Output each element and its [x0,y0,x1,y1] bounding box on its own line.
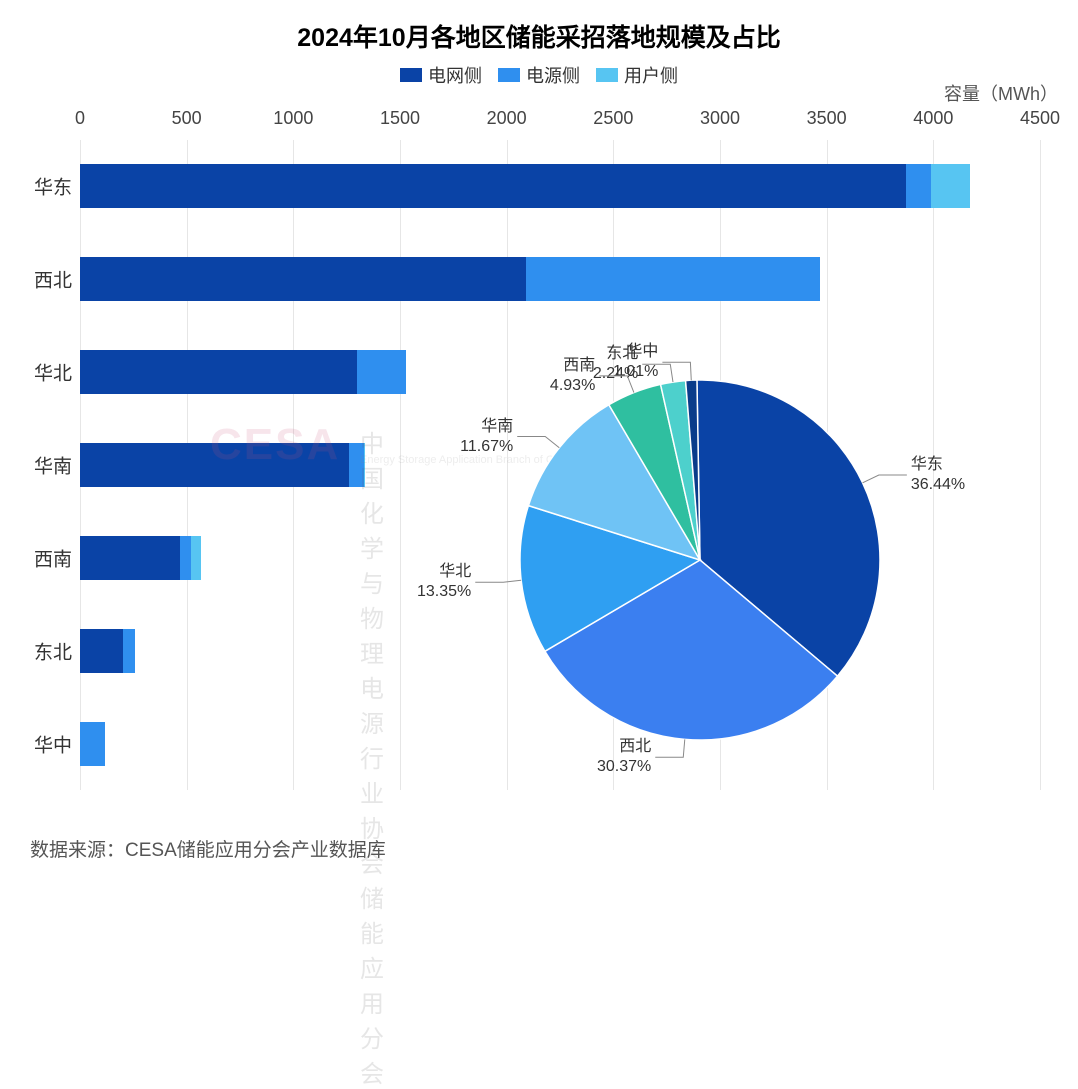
legend-label: 电网侧 [428,62,482,88]
pie-chart [520,380,880,740]
x-tick-label: 1500 [380,108,420,129]
gridline [507,140,508,790]
chart-title: 2024年10月各地区储能采招落地规模及占比 [0,0,1078,54]
bar-segment [364,443,365,487]
x-tick-label: 4000 [913,108,953,129]
bar-segment [80,257,526,301]
gridline [400,140,401,790]
pie-slice-label: 华北13.35% [415,562,471,602]
legend-label: 用户侧 [624,62,678,88]
category-label: 华南 [14,452,72,479]
legend-label: 电源侧 [526,62,580,88]
category-label: 西南 [14,544,72,571]
x-tick-label: 3500 [807,108,847,129]
x-axis: 050010001500200025003000350040004500 [80,108,1040,138]
bar-segment [80,629,123,673]
category-label: 东北 [14,637,72,664]
x-tick-label: 4500 [1020,108,1060,129]
x-tick-label: 3000 [700,108,740,129]
bar-segment [349,443,364,487]
legend-item: 电源侧 [498,62,580,88]
pie-slice-label: 华东36.44% [911,455,965,495]
bar-segment [906,164,932,208]
legend: 电网侧 电源侧 用户侧 [0,62,1078,88]
category-label: 华北 [14,359,72,386]
x-tick-label: 0 [75,108,85,129]
bar-segment [931,164,969,208]
y-axis-label: 容量（MWh） [944,80,1058,106]
x-tick-label: 500 [172,108,202,129]
bar-segment [80,536,180,580]
bar-segment [80,350,357,394]
bar-segment [80,722,105,766]
bar-segment [180,536,191,580]
bar-segment [80,164,906,208]
bar-segment [80,443,349,487]
x-tick-label: 2500 [593,108,633,129]
legend-item: 用户侧 [596,62,678,88]
pie-slice-label: 华南11.67% [457,417,513,457]
legend-swatch [400,68,422,82]
legend-item: 电网侧 [400,62,482,88]
pie-slice-label: 华中1.01% [602,342,658,382]
category-label: 华中 [14,730,72,757]
category-label: 西北 [14,266,72,293]
pie-slice-label: 西北30.37% [595,737,651,777]
bar-segment [191,536,201,580]
legend-swatch [596,68,618,82]
bar-segment [526,257,820,301]
x-tick-label: 1000 [273,108,313,129]
source-text: 数据来源：CESA储能应用分会产业数据库 [30,835,386,862]
category-label: 华东 [14,173,72,200]
gridline [1040,140,1041,790]
x-tick-label: 2000 [487,108,527,129]
bar-segment [123,629,136,673]
bar-segment [357,350,406,394]
legend-swatch [498,68,520,82]
